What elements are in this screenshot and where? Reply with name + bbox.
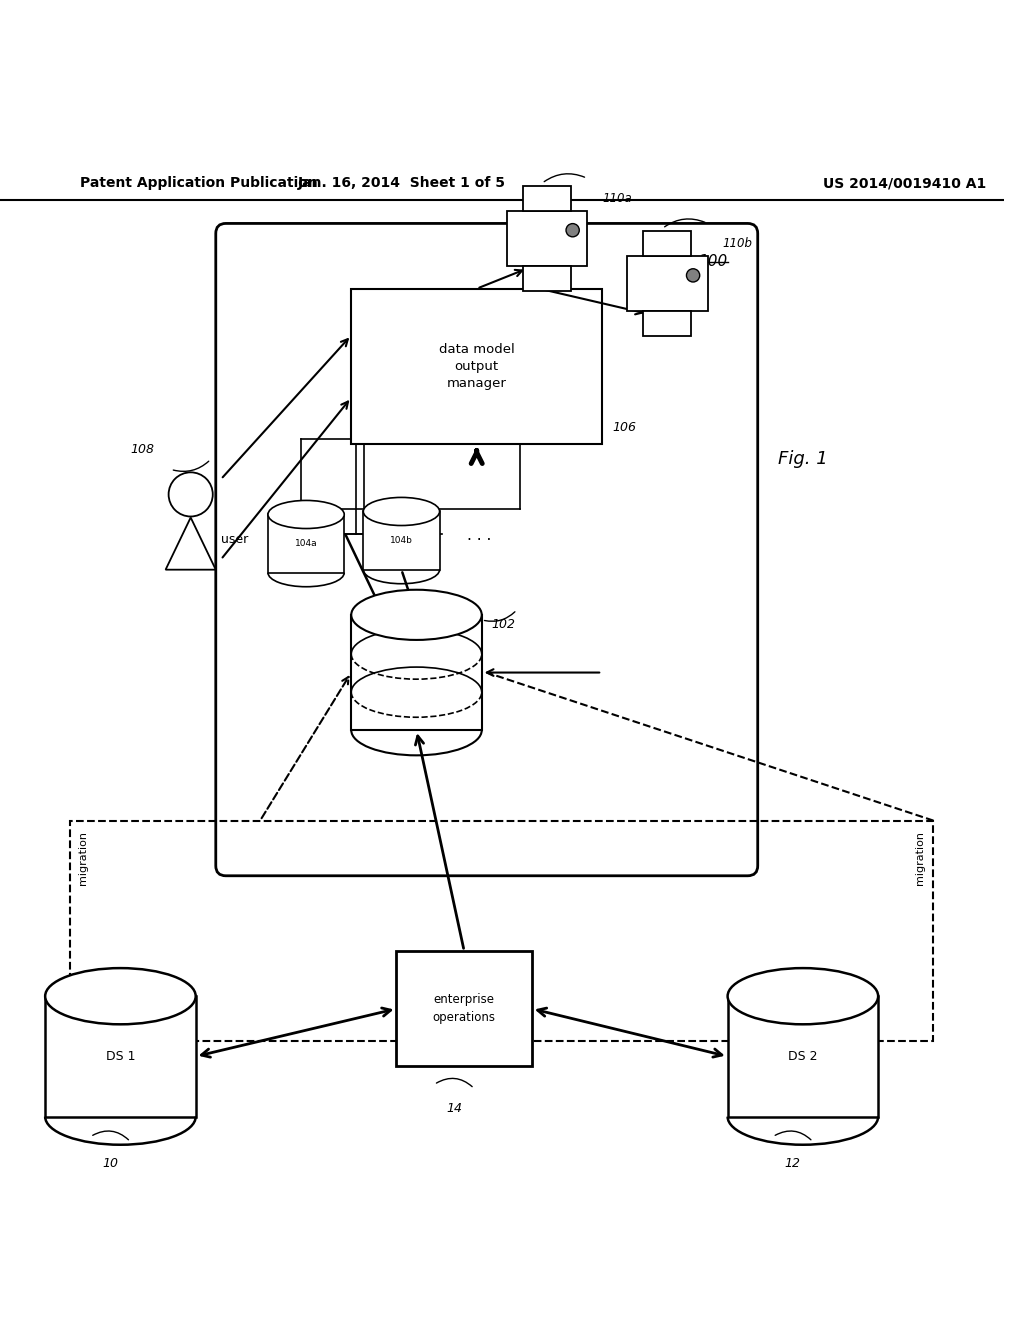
Ellipse shape — [351, 590, 481, 640]
Text: 110a: 110a — [602, 191, 632, 205]
Bar — [628, 256, 708, 312]
Ellipse shape — [364, 498, 439, 525]
Bar — [728, 997, 879, 1117]
Polygon shape — [166, 517, 216, 570]
Text: 104b: 104b — [390, 536, 413, 545]
Text: US 2014/0019410 A1: US 2014/0019410 A1 — [823, 177, 986, 190]
Bar — [351, 615, 481, 730]
Text: enterprise
operations: enterprise operations — [433, 993, 496, 1024]
Bar — [643, 231, 691, 256]
Circle shape — [566, 223, 580, 236]
Text: 10: 10 — [102, 1156, 119, 1170]
Text: 108: 108 — [130, 442, 155, 455]
Text: data model
output
manager: data model output manager — [439, 343, 515, 389]
Text: user: user — [221, 533, 248, 546]
Circle shape — [169, 473, 213, 516]
Ellipse shape — [45, 968, 196, 1024]
Text: · · ·: · · · — [467, 533, 492, 548]
Ellipse shape — [268, 500, 344, 528]
Bar — [71, 821, 933, 1041]
Bar — [523, 186, 571, 211]
Bar — [396, 950, 531, 1067]
Text: 14: 14 — [446, 1102, 462, 1114]
Text: 100: 100 — [698, 253, 728, 268]
Text: DS 2: DS 2 — [788, 1049, 817, 1063]
Bar — [268, 515, 344, 573]
Text: Fig. 1: Fig. 1 — [778, 450, 827, 469]
Bar — [45, 997, 196, 1117]
Bar — [643, 312, 691, 337]
Text: migration: migration — [78, 830, 88, 884]
Bar — [364, 511, 439, 570]
FancyBboxPatch shape — [216, 223, 758, 875]
Circle shape — [686, 269, 699, 282]
Bar — [507, 211, 587, 267]
Text: 102: 102 — [492, 618, 516, 631]
Ellipse shape — [728, 968, 879, 1024]
Text: 104a: 104a — [295, 539, 317, 548]
Text: migration: migration — [915, 830, 926, 884]
Text: 106: 106 — [612, 421, 636, 434]
Text: Patent Application Publication: Patent Application Publication — [80, 177, 318, 190]
Bar — [351, 289, 602, 445]
Text: DS 1: DS 1 — [105, 1049, 135, 1063]
Text: Jan. 16, 2014  Sheet 1 of 5: Jan. 16, 2014 Sheet 1 of 5 — [297, 177, 506, 190]
Text: 12: 12 — [784, 1156, 801, 1170]
Text: 110b: 110b — [723, 238, 753, 249]
Bar — [523, 267, 571, 290]
